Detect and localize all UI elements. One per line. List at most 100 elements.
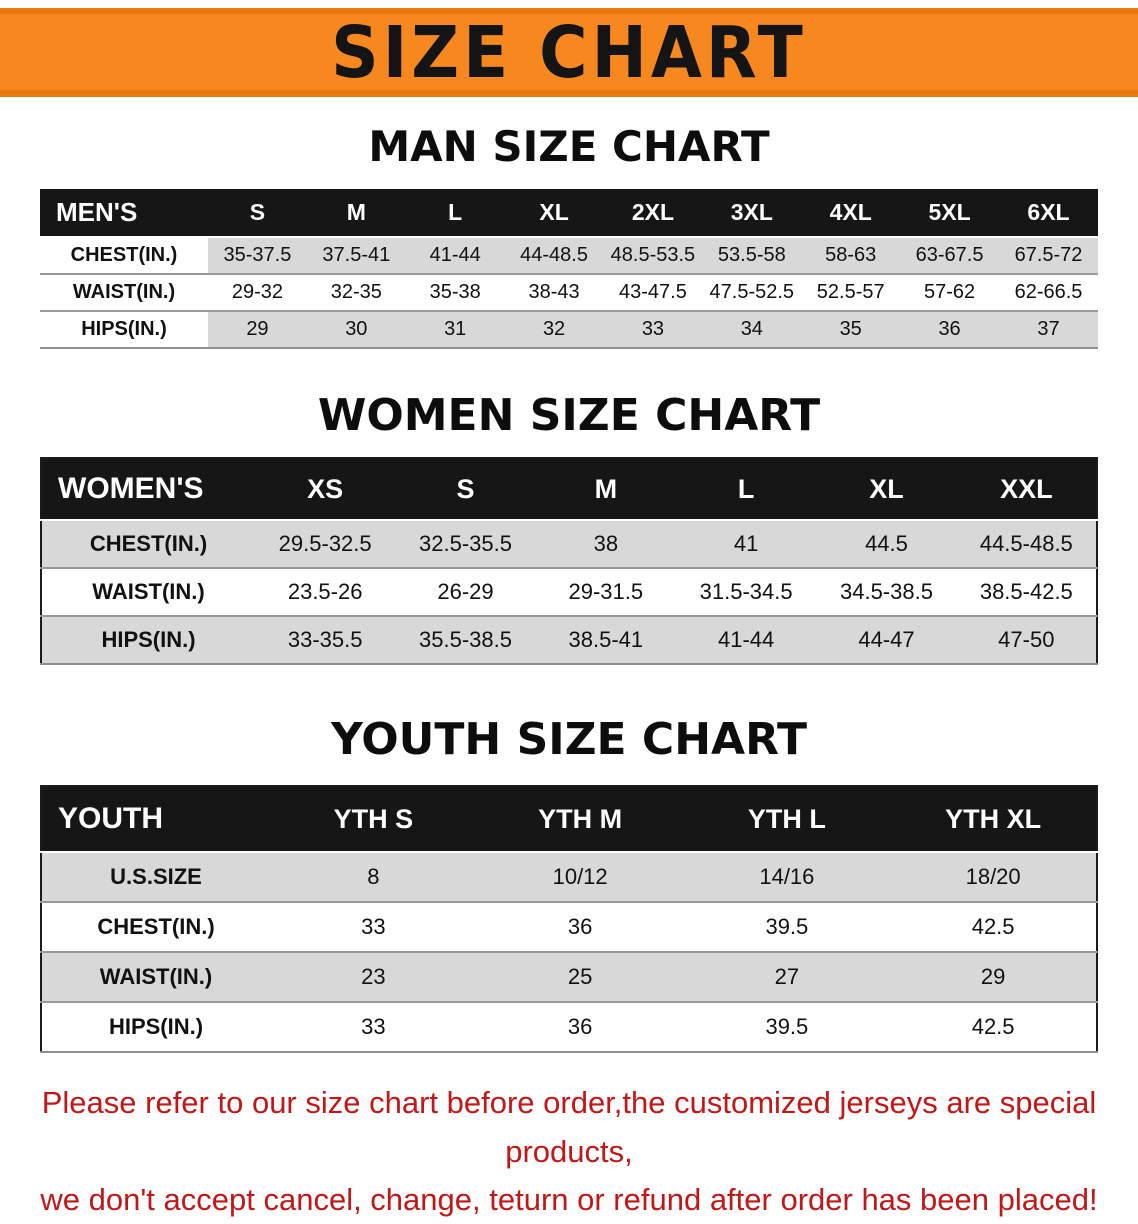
men-measurement-cell: 41-44 [429, 244, 481, 267]
men-measurement-cell: 29 [246, 318, 269, 341]
men-measurement-row: HIPS(IN.) 29 30 31 32 33 34 35 36 37 [40, 311, 1098, 349]
women-measurement-cell: 31.5-34.5 [699, 579, 793, 605]
men-measurement-cell: 48.5-53.5 [610, 244, 696, 267]
men-measurement-cell: 44-48.5 [520, 244, 588, 267]
women-size-column-header: XL [816, 458, 957, 521]
men-size-column-header: 6XL [999, 189, 1098, 238]
men-measurement-cell: 34 [740, 318, 763, 341]
women-measurement-cell: 29-31.5 [568, 579, 644, 605]
youth-corner-label: YOUTH [41, 786, 270, 853]
youth-measurement-cell: 29 [980, 964, 1006, 990]
youth-row-label: HIPS(IN.) [108, 1014, 204, 1040]
youth-table-header-row: YOUTH YTH S YTH M YTH L YTH XL [41, 786, 1097, 853]
youth-measurement-cell: 42.5 [971, 914, 1015, 940]
men-measurement-cell: 52.5-57 [816, 281, 885, 304]
youth-size-column-header: YTH XL [890, 786, 1097, 853]
youth-measurement-row: CHEST(IN.) 33 36 39.5 42.5 [41, 902, 1097, 953]
women-measurement-cell: 41-44 [718, 627, 775, 653]
youth-row-label: CHEST(IN.) [97, 914, 215, 940]
men-measurement-cell: 29-32 [231, 281, 284, 304]
youth-size-section: YOUTH SIZE CHART YOUTH YTH S YTH M YTH L YTH… [0, 714, 1138, 1054]
women-row-label: WAIST(IN.) [92, 579, 205, 605]
youth-size-column-header: YTH L [683, 786, 891, 853]
men-measurement-cell: 30 [345, 318, 368, 341]
youth-measurement-cell: 14/16 [759, 864, 815, 890]
banner: SIZE CHART [0, 8, 1138, 97]
men-measurement-cell: 38-43 [528, 281, 580, 304]
men-measurement-cell: 35-38 [429, 281, 481, 304]
page-title: SIZE CHART [331, 10, 807, 94]
men-size-column-header: S [208, 189, 307, 238]
youth-size-table: YOUTH YTH S YTH M YTH L YTH XL U.S.SIZE 8 10/12… [40, 785, 1098, 1054]
disclaimer-line-2: we don't accept cancel, change, teturn o… [40, 1181, 1098, 1217]
youth-measurement-cell: 39.5 [765, 914, 809, 940]
men-measurement-cell: 62-66.5 [1014, 281, 1083, 304]
youth-section-heading: YOUTH SIZE CHART [330, 714, 807, 766]
women-measurement-cell: 26-29 [437, 579, 494, 605]
youth-measurement-cell: 23 [361, 964, 386, 990]
men-measurement-cell: 36 [938, 318, 961, 341]
women-measurement-cell: 44.5-48.5 [979, 531, 1073, 557]
men-measurement-cell: 33 [641, 318, 665, 341]
men-size-section: MAN SIZE CHART MEN'S S M L XL 2XL 3XL 4XL 5XL 6XL… [0, 124, 1138, 350]
men-table-header-row: MEN'S S M L XL 2XL 3XL 4XL 5XL 6XL [40, 189, 1098, 238]
women-size-column-header: M [535, 458, 676, 521]
men-measurement-row: CHEST(IN.) 35-37.5 37.5-41 41-44 44-48.5 48.5… [40, 237, 1098, 275]
men-row-label: HIPS(IN.) [40, 311, 208, 349]
women-size-table: WOMEN'S XS S M L XL XXL CHEST(IN.) 29.5-32.5 32.5… [40, 457, 1098, 666]
men-row-label: WAIST(IN.) [40, 274, 208, 312]
women-measurement-cell: 47-50 [998, 627, 1055, 653]
women-corner-label: WOMEN'S [41, 458, 255, 521]
youth-row-label: U.S.SIZE [110, 864, 202, 890]
youth-measurement-row: U.S.SIZE 8 10/12 14/16 18/20 [41, 852, 1097, 903]
men-corner-label: MEN'S [40, 189, 208, 238]
youth-measurement-cell: 36 [567, 914, 593, 940]
women-size-column-header: XXL [956, 458, 1097, 521]
men-size-table: MEN'S S M L XL 2XL 3XL 4XL 5XL 6XL CHEST(IN.) 35-37… [40, 189, 1098, 350]
women-section-heading: WOMEN SIZE CHART [317, 390, 821, 442]
men-size-column-header: M [306, 189, 406, 238]
men-size-column-header: 5XL [900, 189, 999, 238]
youth-measurement-cell: 25 [567, 964, 593, 990]
women-size-column-header: L [675, 458, 817, 521]
men-measurement-cell: 63-67.5 [915, 244, 984, 267]
men-measurement-cell: 35-37.5 [223, 244, 292, 267]
women-measurement-row: HIPS(IN.) 33-35.5 35.5-38.5 38.5-41 41-44 44-… [41, 616, 1097, 665]
women-table-header-row: WOMEN'S XS S M L XL XXL [41, 458, 1097, 521]
women-measurement-cell: 29.5-32.5 [278, 531, 372, 557]
women-measurement-cell: 38.5-42.5 [979, 579, 1073, 605]
men-measurement-cell: 32-35 [330, 281, 382, 304]
men-row-label: CHEST(IN.) [40, 237, 208, 275]
women-measurement-cell: 44-47 [858, 627, 915, 653]
men-measurement-cell: 53.5-58 [717, 244, 786, 267]
youth-measurement-cell: 39.5 [765, 1014, 809, 1040]
youth-measurement-row: HIPS(IN.) 33 36 39.5 42.5 [41, 1002, 1097, 1053]
men-measurement-cell: 43-47.5 [619, 281, 687, 304]
men-measurement-cell: 35 [839, 318, 862, 341]
women-measurement-row: WAIST(IN.) 23.5-26 26-29 29-31.5 31.5-34.5 34… [41, 568, 1097, 617]
men-size-column-header: 3XL [702, 189, 802, 238]
men-measurement-cell: 31 [444, 318, 467, 341]
women-measurement-cell: 23.5-26 [287, 579, 363, 605]
youth-measurement-row: WAIST(IN.) 23 25 27 29 [41, 952, 1097, 1003]
youth-size-column-header: YTH M [476, 786, 684, 853]
youth-measurement-cell: 33 [361, 914, 386, 940]
men-size-column-header: 4XL [801, 189, 901, 238]
women-row-label: CHEST(IN.) [89, 531, 208, 557]
women-row-label: HIPS(IN.) [101, 627, 196, 653]
men-measurement-cell: 37 [1037, 318, 1060, 341]
youth-measurement-cell: 10/12 [552, 864, 608, 890]
women-measurement-cell: 44.5 [865, 531, 908, 557]
women-measurement-cell: 38.5-41 [568, 627, 644, 653]
women-size-column-header: S [395, 458, 536, 521]
women-measurement-cell: 38 [593, 531, 619, 557]
youth-measurement-cell: 27 [774, 964, 800, 990]
disclaimer-line-1: Please refer to our size chart before or… [41, 1085, 1097, 1169]
women-measurement-row: CHEST(IN.) 29.5-32.5 32.5-35.5 38 41 44.5 44.5… [41, 520, 1097, 569]
men-size-column-header: L [405, 189, 505, 238]
women-measurement-cell: 34.5-38.5 [839, 579, 933, 605]
men-measurement-cell: 67.5-72 [1014, 244, 1083, 267]
men-measurement-row: WAIST(IN.) 29-32 32-35 35-38 38-43 43-47.5 47.… [40, 274, 1098, 312]
youth-measurement-cell: 33 [361, 1014, 386, 1040]
